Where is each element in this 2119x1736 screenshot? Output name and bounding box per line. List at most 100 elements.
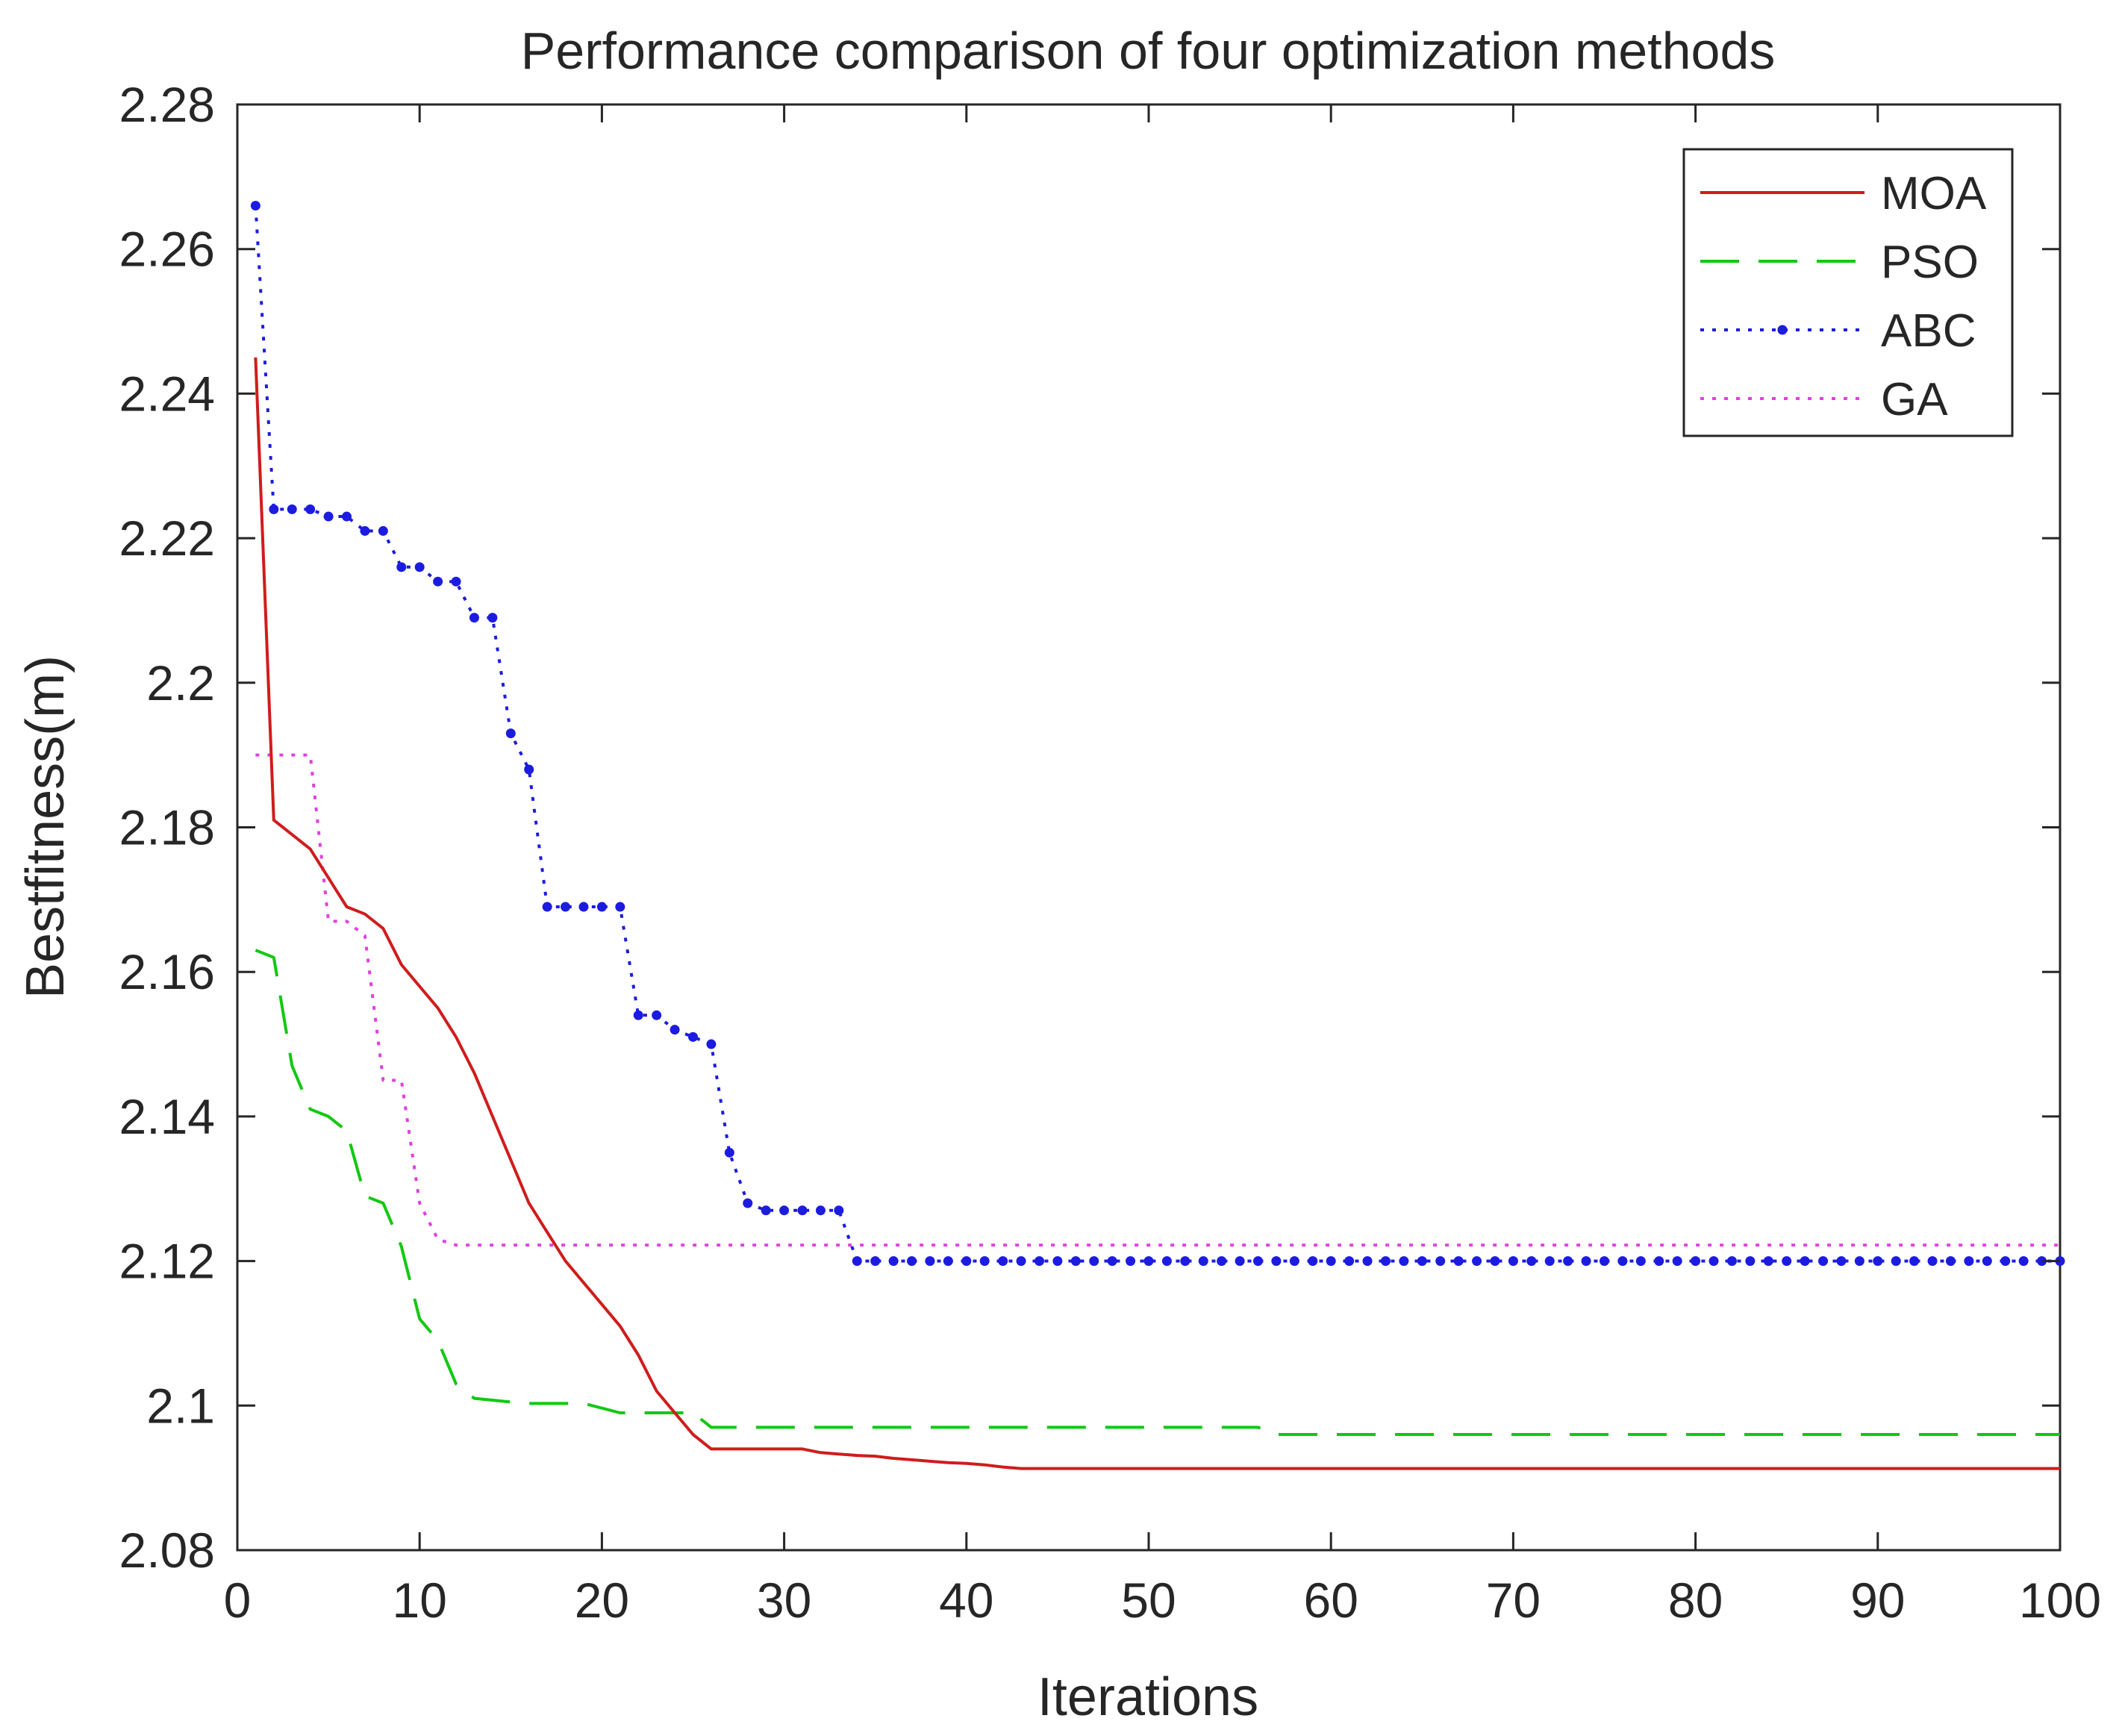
series-point-abc <box>1089 1256 1099 1267</box>
series-line-pso <box>255 949 2060 1436</box>
x-axis-label: Iterations <box>1037 1667 1258 1727</box>
series-point-abc <box>1380 1256 1391 1267</box>
series-point-abc <box>1417 1256 1427 1267</box>
series-point-abc <box>305 504 316 514</box>
series-point-abc <box>1544 1256 1555 1267</box>
x-tick-label: 100 <box>2019 1573 2101 1628</box>
series-point-abc <box>1070 1256 1081 1267</box>
series-point-abc <box>1854 1256 1864 1267</box>
series-point-abc <box>961 1256 972 1267</box>
series-point-abc <box>1782 1256 1792 1267</box>
series-point-abc <box>1143 1256 1154 1267</box>
legend-item-ga: GA <box>1700 374 1948 425</box>
series-point-abc <box>524 764 534 775</box>
series-point-abc <box>1763 1256 1773 1267</box>
series-point-abc <box>1873 1256 1883 1267</box>
legend-marker-abc <box>1777 325 1788 335</box>
legend-label-pso: PSO <box>1881 237 1979 288</box>
tick-labels: 0 10 20 30 40 50 60 70 80 90 100 2.08 2.1 2.12 2.14 2.1… <box>119 77 2102 1628</box>
series-point-abc <box>1617 1256 1628 1267</box>
legend-label-abc: ABC <box>1881 305 1976 357</box>
series-point-abc <box>1107 1256 1117 1267</box>
series-point-abc <box>1016 1256 1026 1267</box>
y-tick-label: 2.18 <box>119 800 215 855</box>
x-tick-label: 20 <box>575 1573 629 1628</box>
series-point-abc <box>1326 1256 1336 1267</box>
x-tick-label: 50 <box>1121 1573 1176 1628</box>
series-point-abc <box>487 613 498 623</box>
series-point-abc <box>888 1256 899 1267</box>
series-point-abc <box>688 1031 698 1042</box>
series-point-abc <box>743 1198 753 1208</box>
x-tick-label: 60 <box>1303 1573 1358 1628</box>
series-point-abc <box>1453 1256 1464 1267</box>
series-point-abc <box>2000 1256 2011 1267</box>
tick-layer <box>236 103 2062 1552</box>
series-point-abc <box>250 201 260 211</box>
series-point-abc <box>1235 1256 1245 1267</box>
series-point-abc <box>469 613 479 623</box>
y-tick-label: 2.24 <box>119 366 215 421</box>
series-point-abc <box>1289 1256 1299 1267</box>
y-tick-label: 2.1 <box>146 1378 215 1433</box>
x-tick-label: 90 <box>1850 1573 1905 1628</box>
series-point-abc <box>323 511 334 522</box>
series-point-abc <box>1344 1256 1355 1267</box>
series-point-abc <box>451 576 461 587</box>
series-point-abc <box>670 1025 680 1035</box>
series-point-abc <box>1126 1256 1136 1267</box>
series-point-abc <box>907 1256 917 1267</box>
series-point-abc <box>1672 1256 1682 1267</box>
series-point-abc <box>1691 1256 1701 1267</box>
series-point-abc <box>852 1256 862 1267</box>
series-point-abc <box>1581 1256 1591 1267</box>
x-tick-label: 40 <box>939 1573 993 1628</box>
series-point-abc <box>1472 1256 1482 1267</box>
series-point-abc <box>1362 1256 1373 1267</box>
series-point-abc <box>1927 1256 1938 1267</box>
series-point-abc <box>1891 1256 1901 1267</box>
series-point-abc <box>342 511 352 522</box>
y-tick-label: 2.14 <box>119 1089 215 1144</box>
series-point-abc <box>2018 1256 2029 1267</box>
series-point-abc <box>870 1256 881 1267</box>
series-line-ga <box>255 753 2060 1247</box>
series-point-abc <box>1726 1256 1737 1267</box>
series-point-abc <box>1563 1256 1573 1267</box>
series-point-abc <box>1745 1256 1756 1267</box>
series-point-abc <box>633 1010 643 1020</box>
series-point-abc <box>1600 1256 1609 1267</box>
series-point-abc <box>1435 1256 1446 1267</box>
series-point-abc <box>1308 1256 1318 1267</box>
series-point-abc <box>1198 1256 1208 1267</box>
series-point-abc <box>761 1205 771 1216</box>
series-point-abc <box>396 562 407 572</box>
y-tick-label: 2.16 <box>119 944 215 999</box>
series-point-abc <box>706 1039 717 1049</box>
series-ga <box>255 753 2060 1247</box>
series-point-abc <box>652 1010 662 1020</box>
series-line-abc <box>254 205 2060 1263</box>
series-point-abc <box>1180 1256 1190 1267</box>
series-point-abc <box>1161 1256 1172 1267</box>
series-point-abc <box>1508 1256 1518 1267</box>
series-point-abc <box>1982 1256 1992 1267</box>
series-line-moa <box>254 357 2060 1470</box>
y-tick-label: 2.08 <box>119 1523 215 1578</box>
series-point-abc <box>1654 1256 1664 1267</box>
series-point-abc <box>1836 1256 1847 1267</box>
series-point-abc <box>433 576 443 587</box>
series-point-abc <box>1800 1256 1810 1267</box>
y-tick-label: 2.2 <box>146 655 215 711</box>
series-point-abc <box>360 525 370 536</box>
series-point-abc <box>779 1205 790 1216</box>
series-point-abc <box>1034 1256 1044 1267</box>
series-moa <box>254 357 2060 1470</box>
series-point-abc <box>979 1256 990 1267</box>
series-point-abc <box>1399 1256 1409 1267</box>
series-point-abc <box>1818 1256 1829 1267</box>
series-point-abc <box>1635 1256 1646 1267</box>
legend: MOA PSO ABC GA <box>1682 148 2014 437</box>
series-point-abc <box>561 902 571 912</box>
